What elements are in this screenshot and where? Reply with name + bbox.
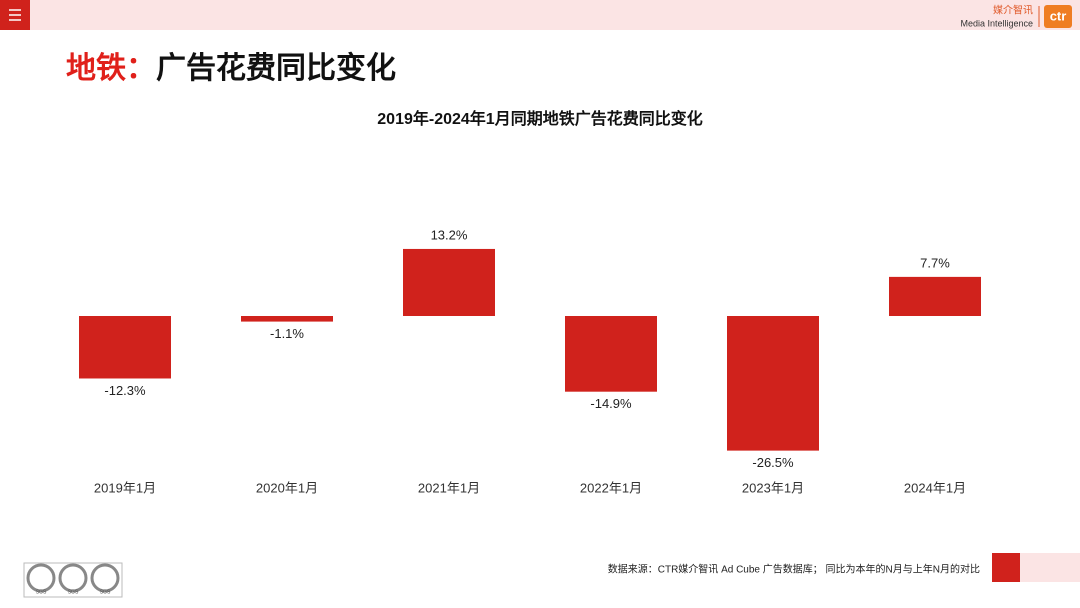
bar	[727, 316, 819, 451]
value-label: -14.9%	[590, 396, 632, 411]
footer-square	[992, 553, 1020, 582]
badge-label: SGS	[68, 589, 79, 595]
badge-label: SGS	[36, 589, 47, 595]
source-note: 数据来源：CTR媒介智讯 Ad Cube 广告数据库； 同比为本年的N月与上年N…	[608, 563, 980, 576]
bar	[79, 316, 171, 379]
x-tick-label: 2024年1月	[904, 480, 966, 495]
plot: -12.3% 2019年1月 -1.1% 2020年1月 13.2% 2021年1月 -14…	[79, 227, 981, 495]
value-label: -1.1%	[270, 326, 304, 341]
slide-title: 地铁：广告花费同比变化	[66, 51, 396, 85]
x-tick-label: 2020年1月	[256, 480, 318, 495]
badge	[26, 563, 56, 593]
footer-strip	[1020, 553, 1080, 582]
x-tick-label: 2023年1月	[742, 480, 804, 495]
chart-title: 2019年-2024年1月同期地铁广告花费同比变化	[377, 109, 702, 128]
x-tick-label: 2019年1月	[94, 480, 156, 495]
title-rest: 广告花费同比变化	[156, 51, 396, 85]
value-label: -26.5%	[752, 455, 794, 470]
bar	[565, 316, 657, 392]
bar	[241, 316, 333, 322]
badges: SGS SGS SGS	[26, 563, 120, 595]
bar	[889, 276, 981, 316]
value-label: 7.7%	[920, 255, 950, 270]
logo: ctr	[1050, 8, 1067, 23]
value-label: 13.2%	[431, 227, 468, 242]
brand-cn: 媒介智讯	[993, 4, 1033, 17]
badge-frame	[23, 562, 123, 598]
bar	[403, 248, 495, 316]
x-tick-label: 2021年1月	[418, 480, 480, 495]
logo-box	[1044, 5, 1072, 28]
x-tick-label: 2022年1月	[580, 480, 642, 495]
top-bar	[0, 0, 1080, 30]
value-label: -12.3%	[104, 383, 146, 398]
menu-icon	[9, 9, 21, 21]
title-accent: 地铁：	[66, 52, 156, 85]
badge-label: SGS	[100, 589, 111, 595]
badge	[58, 563, 88, 593]
brand-en: Media Intelligence	[960, 18, 1033, 28]
badge	[90, 563, 120, 593]
